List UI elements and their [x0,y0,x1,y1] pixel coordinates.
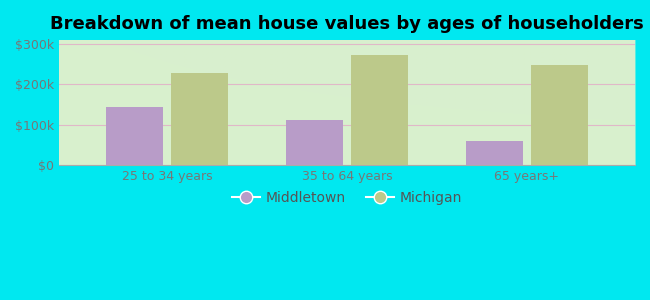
Legend: Middletown, Michigan: Middletown, Michigan [226,185,467,210]
Bar [350,56,408,165]
Bar [530,65,588,165]
Bar [170,73,228,165]
Bar [286,120,343,165]
Bar [466,141,523,165]
Title: Breakdown of mean house values by ages of householders: Breakdown of mean house values by ages o… [50,15,644,33]
Bar [106,107,163,165]
